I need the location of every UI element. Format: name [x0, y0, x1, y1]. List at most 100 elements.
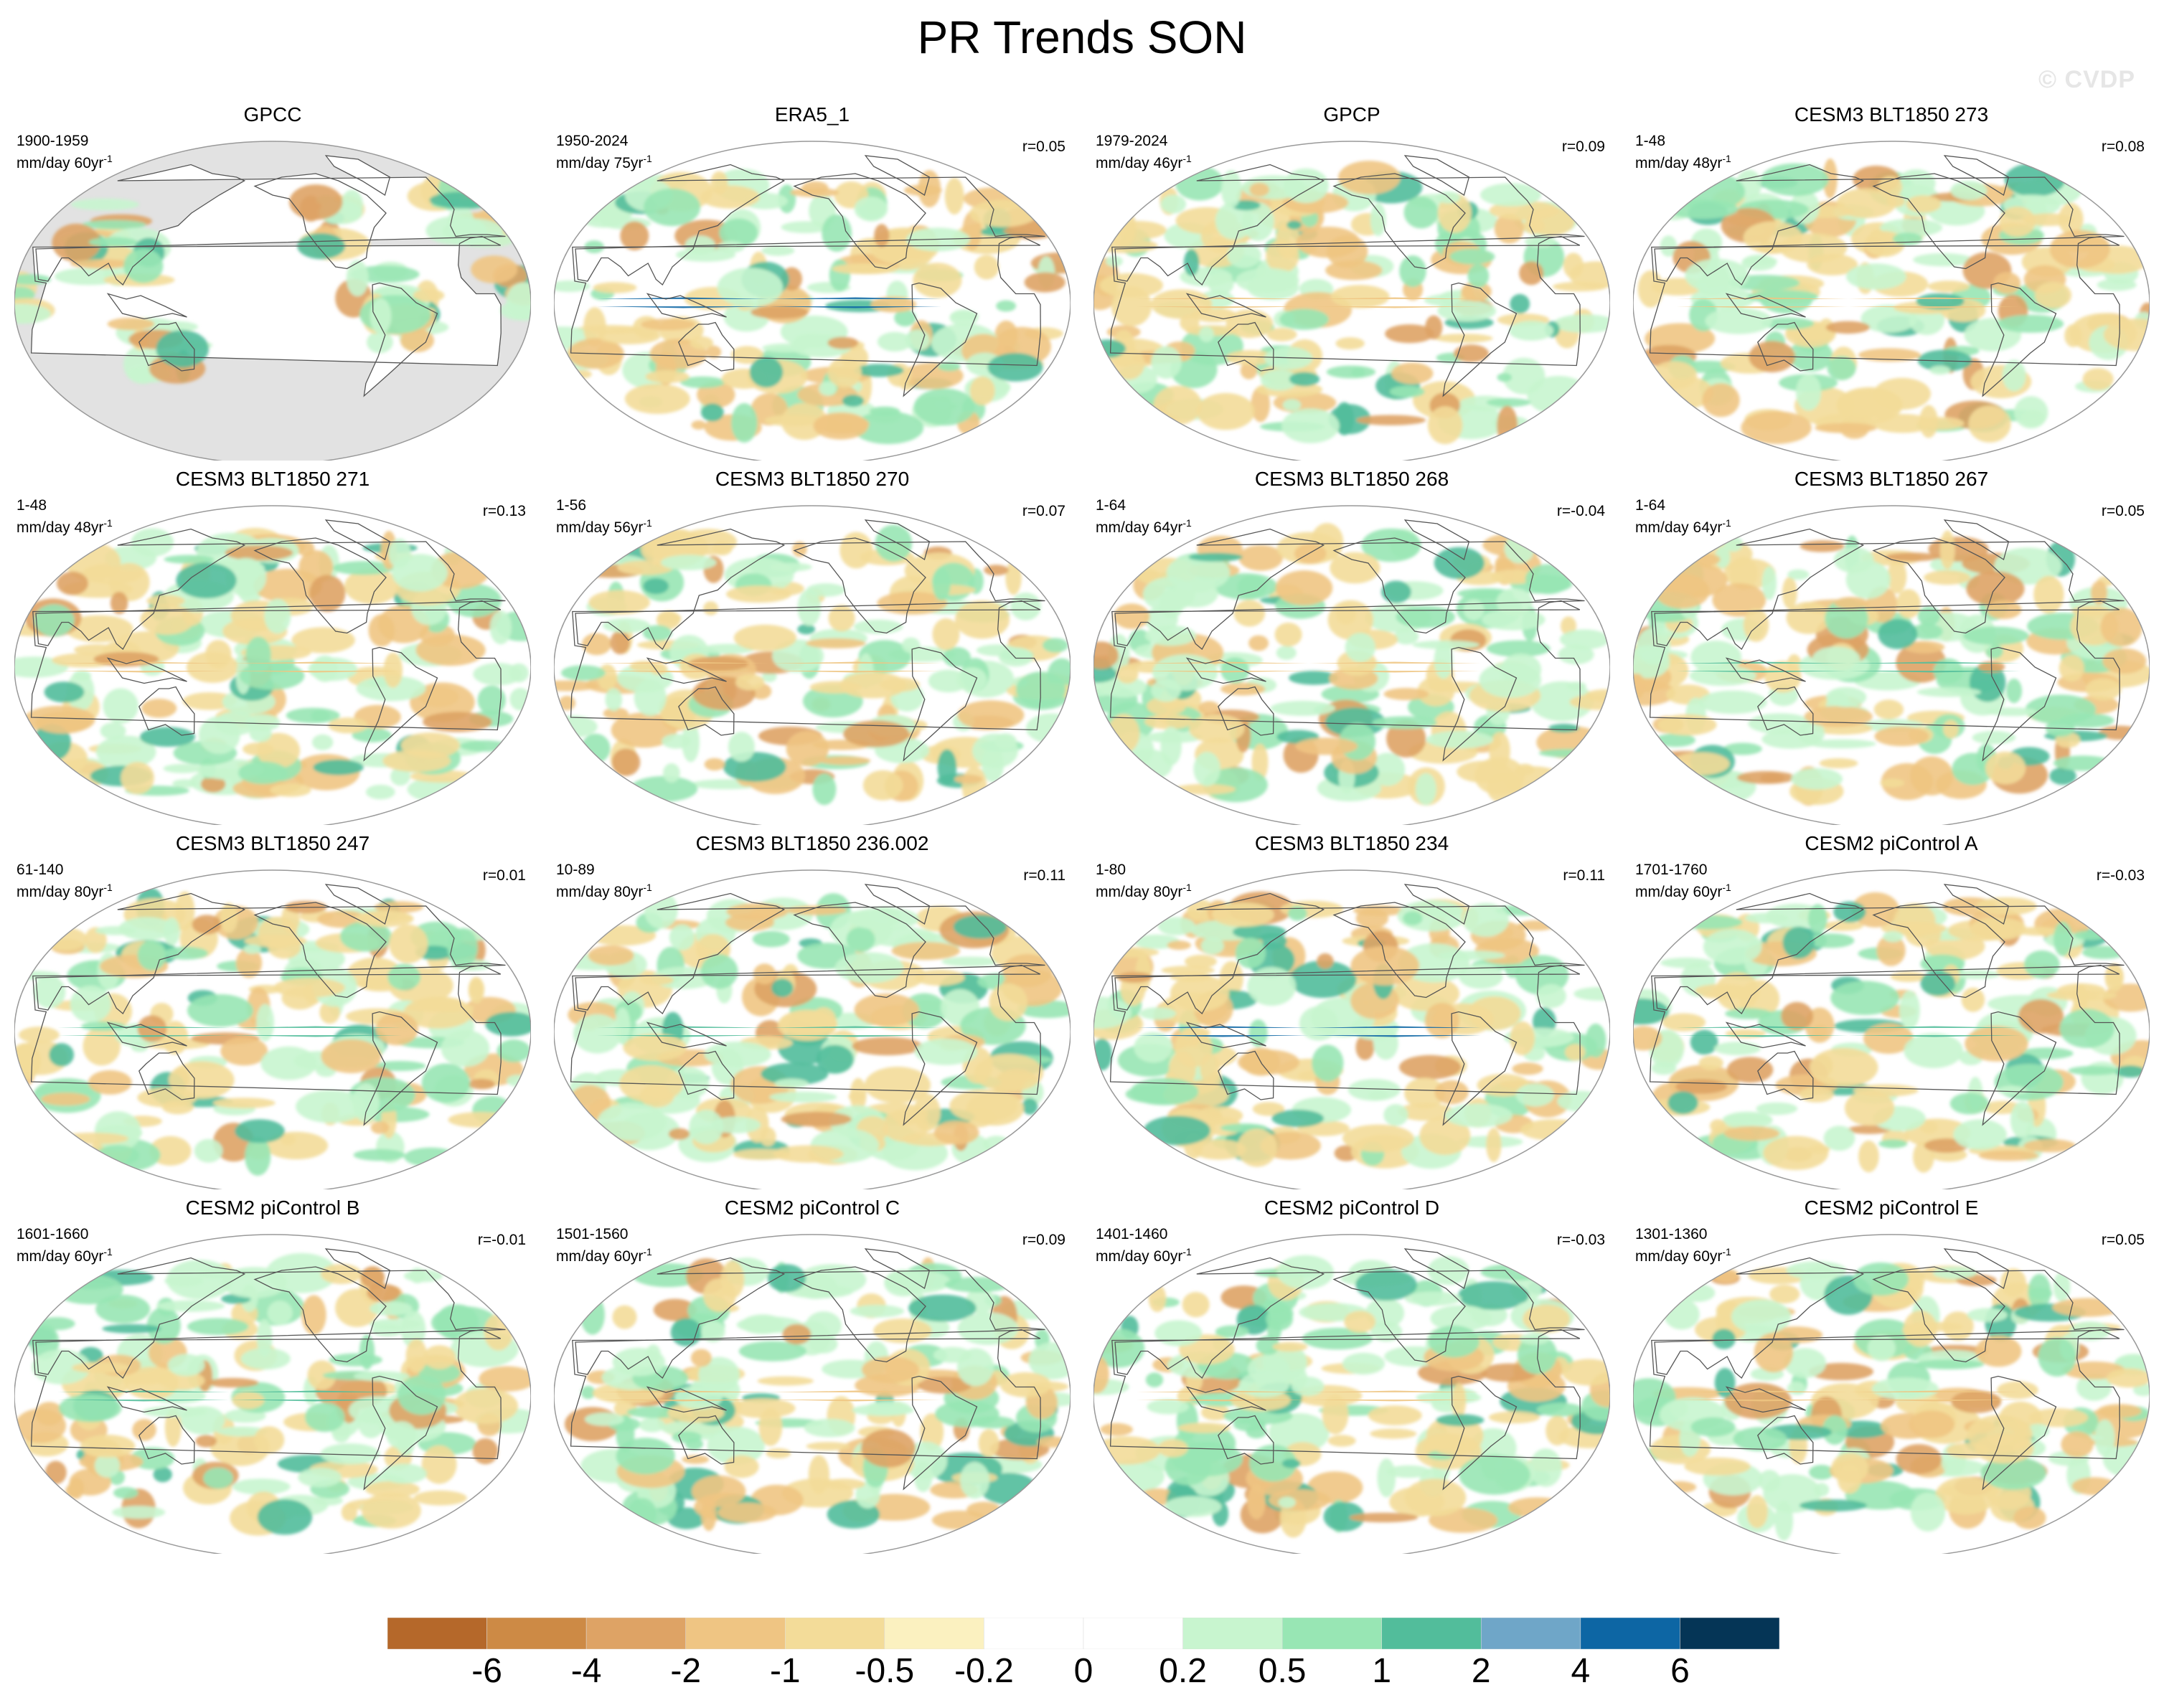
units-exponent: -1 — [643, 153, 652, 164]
colorbar-swatch — [785, 1618, 885, 1649]
coastline — [106, 1022, 187, 1049]
map-panel: CESM3 BLT1850 234 1-80 mm/day 80yr-1 r=0.11 — [1083, 831, 1621, 1189]
map-outline — [14, 505, 531, 825]
panel-units: mm/day 60yr-1 — [1096, 1246, 1192, 1265]
coastline — [1442, 1011, 1518, 1126]
map-outline — [554, 141, 1071, 461]
units-exponent: -1 — [1722, 517, 1731, 529]
colorbar-tick-label: -0.5 — [855, 1652, 915, 1690]
coastline — [1654, 1257, 2125, 1379]
map-outline — [554, 1234, 1071, 1554]
panel-units: mm/day 56yr-1 — [556, 517, 652, 536]
coastline — [1757, 321, 1814, 372]
coastline — [903, 282, 978, 397]
coastline — [1725, 293, 1806, 320]
trend-map — [1093, 505, 1610, 825]
colorbar-tick-label: 1 — [1372, 1652, 1392, 1690]
coastline — [1403, 155, 1470, 197]
map-panel: ERA5_1 1950-2024 mm/day 75yr-1 r=0.05 — [543, 102, 1081, 461]
coastline — [1442, 646, 1518, 762]
coastline — [864, 519, 931, 561]
panel-years: 1601-1660 — [17, 1226, 89, 1242]
coastline — [678, 686, 735, 736]
map-panel: CESM2 piControl B 1601-1660 mm/day 60yr-1 r… — [4, 1195, 542, 1554]
coastline — [324, 884, 391, 925]
coastline — [1943, 884, 2010, 925]
coastline — [646, 293, 727, 320]
panel-title: CESM2 piControl A — [1805, 832, 1978, 854]
map-outline — [554, 869, 1071, 1189]
panel-units: mm/day 64yr-1 — [1635, 517, 1731, 536]
panel-correlation: r=-0.01 — [477, 1232, 526, 1248]
colorbar-tick-label: -2 — [670, 1652, 702, 1690]
colorbar — [387, 1618, 1779, 1649]
colorbar-swatch — [486, 1618, 587, 1649]
coastline — [1943, 155, 2010, 197]
trend-map — [14, 505, 531, 825]
coastline — [138, 1050, 195, 1100]
panel-correlation: r=0.11 — [1563, 867, 1605, 884]
coastline — [1757, 686, 1814, 736]
coastline — [35, 892, 506, 1015]
coastline — [1114, 1257, 1585, 1379]
colorbar-tick-label: -6 — [471, 1652, 502, 1690]
coastline — [1654, 892, 2125, 1015]
trend-map — [554, 141, 1071, 461]
map-outline — [1633, 1234, 2150, 1554]
coastline — [575, 892, 1045, 1015]
panel-units: mm/day 80yr-1 — [17, 882, 113, 900]
trend-map — [1633, 505, 2150, 825]
coastline — [1654, 528, 2125, 651]
panel-title: CESM3 BLT1850 273 — [1794, 103, 1989, 126]
colorbar-swatch — [685, 1618, 786, 1649]
panel-years: 1-80 — [1096, 862, 1126, 878]
colorbar-tick-label: 0 — [1073, 1652, 1093, 1690]
units-exponent: -1 — [103, 882, 113, 893]
coastline — [106, 657, 187, 684]
panel-title: ERA5_1 — [774, 103, 850, 126]
coastline — [138, 686, 195, 736]
coastline — [1218, 1050, 1274, 1100]
units-exponent: -1 — [643, 517, 652, 529]
panel-title: CESM3 BLT1850 234 — [1254, 832, 1449, 854]
coastline — [903, 1375, 978, 1491]
units-exponent: -1 — [1182, 882, 1192, 893]
map-outline — [14, 141, 531, 461]
units-exponent: -1 — [643, 882, 652, 893]
units-exponent: -1 — [1182, 1246, 1192, 1258]
coastline — [575, 1257, 1045, 1379]
units-exponent: -1 — [103, 517, 113, 529]
map-panel: CESM2 piControl A 1701-1760 mm/day 60yr-1 r… — [1622, 831, 2160, 1189]
map-outline — [1093, 869, 1610, 1189]
coastline — [1757, 1050, 1814, 1100]
map-outline — [14, 1234, 531, 1554]
panel-correlation: r=0.07 — [1022, 503, 1065, 519]
map-panel: CESM3 BLT1850 267 1-64 mm/day 64yr-1 r=0.05 — [1622, 466, 2160, 825]
panel-correlation: r=-0.03 — [2096, 867, 2145, 884]
panel-units: mm/day 48yr-1 — [17, 517, 113, 536]
panel-correlation: r=-0.03 — [1556, 1232, 1605, 1248]
panel-units: mm/day 60yr-1 — [1635, 882, 1731, 900]
coastline — [646, 1022, 727, 1049]
coastline — [1403, 1248, 1470, 1290]
panel-title: CESM2 piControl C — [724, 1197, 900, 1219]
coastline — [646, 657, 727, 684]
coastline — [324, 519, 391, 561]
trend-map — [1093, 1234, 1610, 1554]
coastline — [1185, 1022, 1266, 1049]
coastline — [1442, 282, 1518, 397]
coastline — [35, 1257, 506, 1379]
coastline — [1114, 164, 1585, 286]
coastline — [575, 164, 1045, 286]
map-outline — [1093, 141, 1610, 461]
panel-units: mm/day 60yr-1 — [17, 1246, 113, 1265]
colorbar-swatch — [1083, 1618, 1183, 1649]
coastline — [678, 321, 735, 372]
panel-title: CESM2 piControl B — [185, 1197, 360, 1219]
coastline — [864, 884, 931, 925]
panel-title: CESM3 BLT1850 271 — [175, 468, 370, 490]
panel-years: 1-64 — [1096, 497, 1126, 514]
panel-units: mm/day 60yr-1 — [17, 153, 113, 171]
coastline — [363, 282, 438, 397]
coastline — [35, 164, 506, 286]
